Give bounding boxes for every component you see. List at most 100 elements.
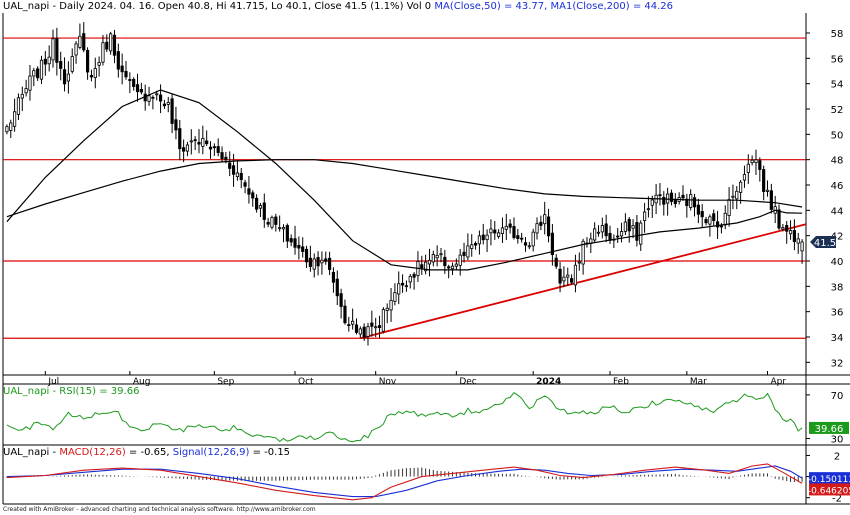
candle — [216, 138, 220, 157]
macd-title-prefix: UAL_napi - — [3, 447, 57, 458]
candle — [85, 47, 90, 80]
last-price-badge — [810, 236, 836, 248]
candle — [201, 125, 205, 155]
candle-body — [546, 216, 551, 237]
candle — [374, 317, 378, 338]
candle-body — [719, 225, 724, 228]
candle — [550, 224, 554, 266]
candle — [208, 141, 213, 159]
candle — [304, 245, 309, 268]
candle-body — [788, 230, 793, 235]
signal-value-label: -0.646205 — [808, 486, 850, 496]
candle — [546, 208, 551, 243]
price-y-tick-label: 58 — [831, 29, 844, 40]
candle-body — [270, 217, 274, 228]
candle-body — [43, 58, 47, 65]
rsi-value-label: 39.66 — [815, 424, 844, 435]
candle-body — [182, 147, 186, 152]
candle-body — [473, 242, 478, 246]
candle-body — [262, 202, 266, 220]
candle-body — [570, 278, 574, 283]
candle — [454, 258, 458, 270]
candle — [485, 229, 489, 253]
candle — [197, 129, 201, 154]
candle-body — [800, 241, 804, 252]
candle — [320, 251, 324, 275]
candle-body — [631, 225, 635, 229]
candle — [62, 57, 67, 92]
candle-body — [366, 326, 370, 337]
candle — [765, 180, 770, 197]
candle — [715, 210, 720, 239]
candle-body — [642, 211, 647, 221]
ma200-line — [6, 159, 803, 218]
candle — [593, 222, 597, 243]
candle-body — [255, 197, 259, 210]
candle — [523, 237, 528, 252]
candle — [742, 165, 747, 188]
candle-body — [243, 182, 247, 187]
candle — [508, 219, 512, 234]
candle-body — [385, 307, 389, 311]
candle — [462, 242, 466, 263]
candle-body — [132, 78, 136, 87]
candle-body — [189, 140, 193, 143]
candle — [51, 29, 55, 68]
candle — [642, 202, 647, 233]
candle — [301, 237, 305, 258]
candle — [662, 191, 666, 216]
candle-body — [485, 234, 489, 241]
candle-body — [420, 264, 424, 269]
candle — [120, 53, 124, 85]
candle — [36, 66, 40, 81]
candle-body — [489, 228, 493, 234]
candle-body — [466, 245, 470, 258]
candle — [412, 272, 416, 290]
candle-body — [16, 97, 21, 115]
candle — [627, 216, 631, 243]
candle — [416, 251, 420, 282]
candle — [9, 119, 13, 138]
candle-body — [105, 41, 109, 50]
candle-body — [374, 326, 378, 329]
candle-body — [596, 231, 601, 234]
candle-body — [754, 159, 758, 164]
candle-body — [481, 234, 485, 241]
candle — [128, 72, 132, 94]
price-header: UAL_napi - Daily 2024. 04. 16. Open 40.8… — [3, 1, 673, 13]
candle-body — [758, 160, 762, 170]
price-y-tick-label: 34 — [831, 333, 844, 344]
candle-body — [508, 223, 512, 228]
candle — [704, 216, 708, 226]
x-axis-label: Mar — [690, 377, 707, 387]
candle — [658, 183, 662, 206]
ma50-line — [6, 89, 803, 271]
candle — [366, 322, 370, 346]
candle-body — [389, 299, 393, 311]
candle — [385, 303, 389, 324]
candle — [147, 86, 151, 106]
candle — [408, 273, 412, 289]
candle-body — [166, 102, 170, 105]
candle-body — [750, 159, 754, 164]
candle-body — [539, 221, 543, 226]
price-y-tick-label: 54 — [831, 80, 844, 91]
candle — [32, 67, 36, 87]
candle-body — [358, 328, 362, 335]
candle-body — [320, 259, 324, 264]
candle — [692, 193, 697, 217]
candle — [343, 299, 347, 325]
candle-body — [527, 245, 531, 248]
candle — [566, 267, 570, 286]
candle-body — [354, 324, 359, 333]
candle-body — [59, 61, 63, 69]
price-header-text: UAL_napi - Daily 2024. 04. 16. Open 40.8… — [3, 1, 432, 12]
price-y-tick-label: 38 — [831, 282, 844, 293]
candle — [47, 45, 51, 72]
price-y-tick-label: 42 — [831, 232, 844, 243]
candle — [608, 225, 612, 244]
candle — [362, 323, 366, 341]
x-axis-label: Feb — [613, 377, 629, 387]
candle — [735, 186, 739, 210]
candle-body — [504, 225, 508, 230]
